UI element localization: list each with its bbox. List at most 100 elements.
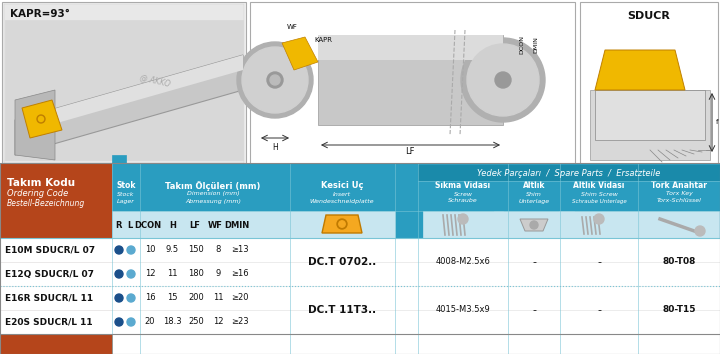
Text: LF: LF <box>405 148 415 156</box>
Bar <box>423 211 503 238</box>
Text: DC.T 11T3..: DC.T 11T3.. <box>308 305 376 315</box>
Text: Altlık: Altlık <box>523 182 545 190</box>
Text: Yedek Parçaları  /  Spare Parts  /  Ersatzteile: Yedek Parçaları / Spare Parts / Ersatzte… <box>477 169 661 177</box>
Bar <box>112 163 720 238</box>
Text: L: L <box>127 221 132 229</box>
Text: 150: 150 <box>188 246 204 255</box>
Circle shape <box>242 47 308 113</box>
Circle shape <box>270 75 280 85</box>
Polygon shape <box>322 215 362 233</box>
Text: Lager: Lager <box>117 199 135 204</box>
Circle shape <box>530 221 538 229</box>
Text: f: f <box>716 119 719 125</box>
Text: DMIN: DMIN <box>533 36 538 53</box>
Text: E10M SDUCR/L 07: E10M SDUCR/L 07 <box>5 246 95 255</box>
Text: Wendeschneidplatte: Wendeschneidplatte <box>310 199 374 204</box>
Polygon shape <box>282 37 318 70</box>
Text: 80-T15: 80-T15 <box>662 306 696 314</box>
Circle shape <box>695 226 705 236</box>
Bar <box>290 211 395 238</box>
Bar <box>112 155 126 163</box>
Bar <box>0 238 720 262</box>
Text: 11: 11 <box>212 293 223 303</box>
Text: LF: LF <box>189 221 200 229</box>
Text: Schraube Unterlage: Schraube Unterlage <box>572 199 626 204</box>
Bar <box>318 35 503 125</box>
Text: 250: 250 <box>188 318 204 326</box>
Text: ≥16: ≥16 <box>231 269 249 279</box>
Text: E16R SDUCR/L 11: E16R SDUCR/L 11 <box>5 293 93 303</box>
Text: ≥23: ≥23 <box>231 318 249 326</box>
Polygon shape <box>595 90 705 140</box>
Text: Takım Ölçüleri (mm): Takım Ölçüleri (mm) <box>166 181 261 191</box>
Circle shape <box>267 72 283 88</box>
Bar <box>494 211 574 238</box>
Polygon shape <box>15 55 243 135</box>
Circle shape <box>127 294 135 302</box>
Text: -: - <box>597 257 601 267</box>
Text: Altlık Vidası: Altlık Vidası <box>573 182 625 190</box>
Text: E12Q SDUCR/L 07: E12Q SDUCR/L 07 <box>5 269 94 279</box>
Circle shape <box>37 115 45 123</box>
Text: 180: 180 <box>188 269 204 279</box>
Circle shape <box>594 214 604 224</box>
Bar <box>0 262 720 286</box>
Bar <box>559 211 639 238</box>
Text: 20: 20 <box>145 318 156 326</box>
Text: H: H <box>170 221 176 229</box>
Text: Tork Anahtar: Tork Anahtar <box>651 182 707 190</box>
Text: E20S SDUCR/L 11: E20S SDUCR/L 11 <box>5 318 93 326</box>
Circle shape <box>127 270 135 278</box>
Circle shape <box>461 38 545 122</box>
Polygon shape <box>22 100 62 138</box>
Bar <box>0 163 720 354</box>
Circle shape <box>115 246 123 254</box>
Circle shape <box>115 318 123 326</box>
Polygon shape <box>590 90 710 160</box>
Circle shape <box>467 44 539 116</box>
Bar <box>580 2 718 165</box>
Text: -: - <box>532 305 536 315</box>
Text: DC.T 0702..: DC.T 0702.. <box>308 257 376 267</box>
Bar <box>418 165 720 181</box>
Text: 8: 8 <box>215 246 221 255</box>
Text: H: H <box>272 143 278 153</box>
Text: WF: WF <box>287 24 297 30</box>
Circle shape <box>339 221 345 227</box>
Text: Insert: Insert <box>333 192 351 196</box>
Text: Shim Screw: Shim Screw <box>580 192 618 196</box>
Polygon shape <box>15 90 55 160</box>
Text: 11: 11 <box>167 269 177 279</box>
Text: Schraube: Schraube <box>448 199 478 204</box>
Text: Kesici Uç: Kesici Uç <box>320 182 364 190</box>
Text: -: - <box>532 257 536 267</box>
Bar <box>639 211 719 238</box>
Bar <box>0 286 720 310</box>
Text: Stok: Stok <box>116 182 136 190</box>
Circle shape <box>127 246 135 254</box>
Text: 12: 12 <box>212 318 223 326</box>
Bar <box>0 163 720 354</box>
Text: Sıkma Vidası: Sıkma Vidası <box>436 182 490 190</box>
Bar <box>0 310 720 334</box>
Text: 9.5: 9.5 <box>166 246 179 255</box>
Text: WF: WF <box>207 221 222 229</box>
Circle shape <box>115 270 123 278</box>
Text: Torx-Schlüssel: Torx-Schlüssel <box>657 199 701 204</box>
Text: KAPR: KAPR <box>314 37 332 43</box>
Text: 200: 200 <box>188 293 204 303</box>
Text: 16: 16 <box>145 293 156 303</box>
Polygon shape <box>520 219 548 231</box>
Bar <box>4 4 244 163</box>
Text: Torx Key: Torx Key <box>665 192 693 196</box>
Circle shape <box>115 294 123 302</box>
Text: Takım Kodu: Takım Kodu <box>7 178 75 188</box>
Text: ≥20: ≥20 <box>231 293 248 303</box>
Text: Bestell-Bezeichnung: Bestell-Bezeichnung <box>7 200 85 209</box>
Polygon shape <box>595 50 685 90</box>
Text: -: - <box>597 305 601 315</box>
Circle shape <box>237 42 313 118</box>
Bar <box>5 20 243 160</box>
Bar <box>318 35 503 60</box>
Text: Shim: Shim <box>526 192 542 196</box>
